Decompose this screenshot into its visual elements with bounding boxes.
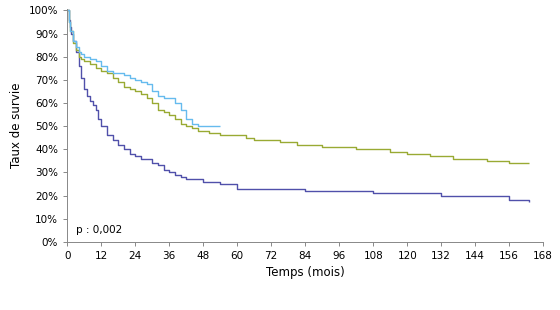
X-axis label: Temps (mois): Temps (mois) — [266, 266, 344, 279]
Y-axis label: Taux de survie: Taux de survie — [10, 83, 23, 168]
Text: p : 0,002: p : 0,002 — [76, 225, 122, 235]
Legend: Avant 1995, 1996-2006, 2007-2013: Avant 1995, 1996-2006, 2007-2013 — [142, 305, 469, 310]
